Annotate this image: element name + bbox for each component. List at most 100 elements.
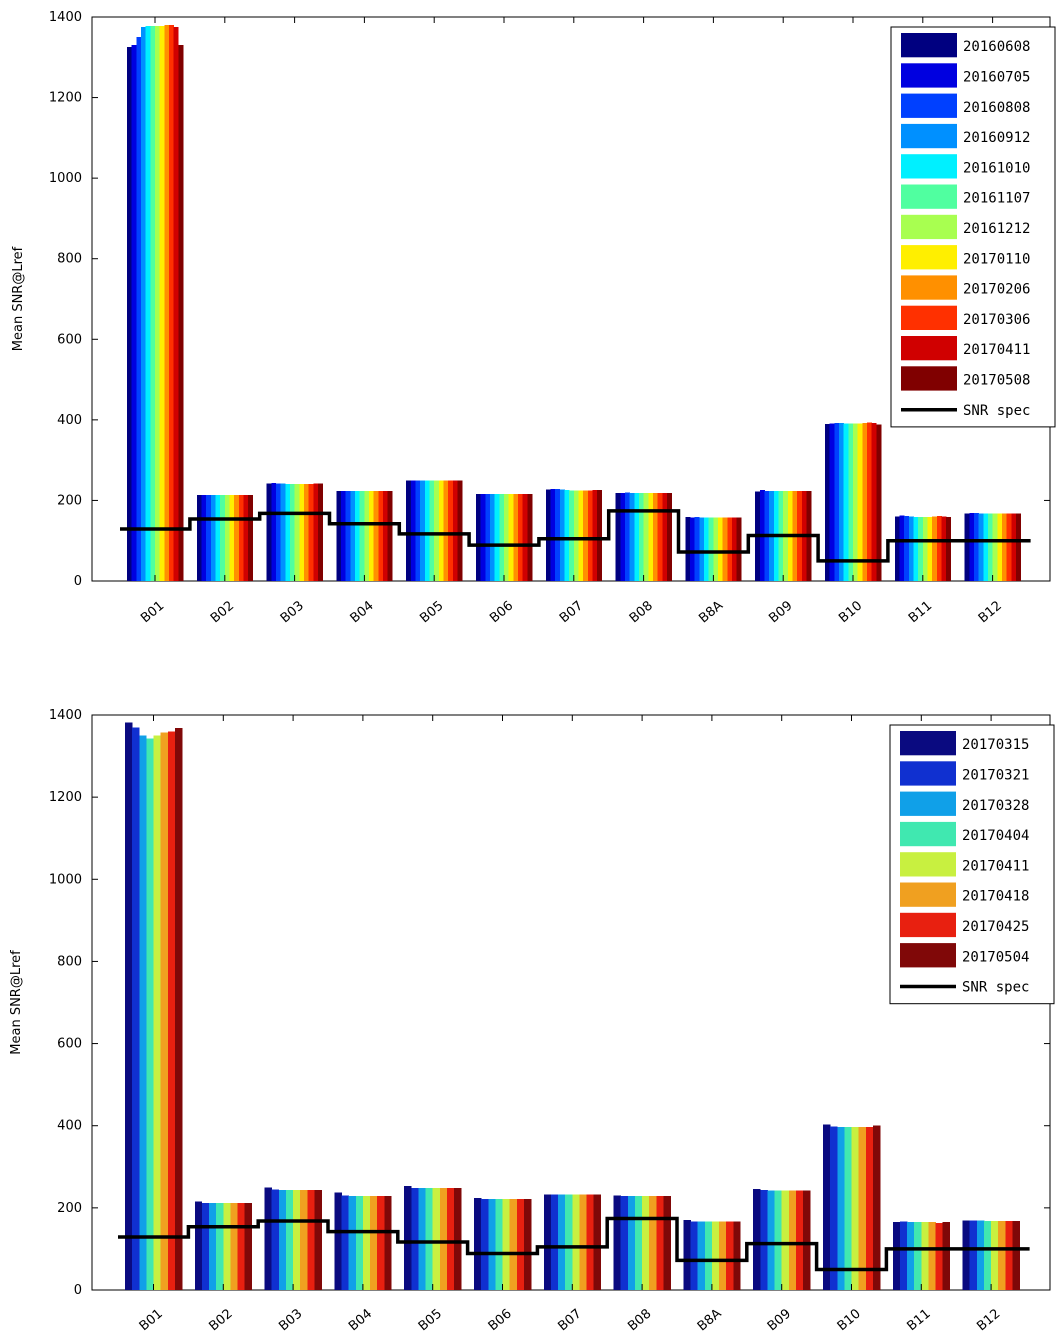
bar (620, 1195, 629, 1290)
bar (234, 495, 240, 581)
bar (294, 483, 300, 581)
legend-label: SNR spec (963, 403, 1030, 419)
legend-label: 20170206 (963, 282, 1030, 298)
bar-group-b07 (545, 489, 603, 581)
x-tick-label: B05 (417, 598, 446, 626)
bar (907, 1221, 915, 1290)
bar (941, 516, 947, 581)
bar (690, 517, 696, 581)
bar (858, 1126, 867, 1290)
bar (634, 492, 640, 581)
x-tick-label: B12 (976, 598, 1005, 626)
bar (998, 1221, 1006, 1290)
bar (823, 1124, 831, 1290)
bar (350, 491, 356, 581)
bar (454, 1188, 462, 1290)
bar (220, 495, 226, 581)
bar (289, 483, 295, 581)
bar (499, 493, 505, 581)
bar (238, 495, 244, 581)
bar (280, 483, 286, 581)
legend-swatch (901, 33, 957, 58)
bar (760, 1190, 768, 1290)
bar (480, 493, 486, 581)
bar (1012, 1221, 1020, 1290)
bar (708, 517, 714, 581)
bar (997, 513, 1003, 581)
bar (704, 1221, 713, 1290)
bar-group-b12 (964, 512, 1021, 581)
bar (642, 1195, 650, 1290)
bar (638, 492, 644, 581)
legend-label: 20170328 (962, 798, 1029, 814)
bar (359, 491, 365, 581)
bar-group-b06 (474, 1198, 532, 1290)
legend-swatch (900, 821, 956, 847)
y-tick-label: 400 (57, 1119, 82, 1134)
bar (579, 1194, 587, 1290)
legend-swatch (901, 184, 957, 209)
bar (865, 1126, 874, 1290)
bar (404, 1186, 412, 1290)
bar (439, 1188, 448, 1290)
bar (969, 512, 975, 581)
bar (362, 1195, 371, 1290)
legend-label: 20170504 (962, 949, 1029, 965)
legend-label: 20170508 (963, 372, 1030, 388)
bar (494, 493, 500, 581)
bar (704, 517, 710, 581)
bar (648, 492, 654, 581)
bar (299, 483, 305, 581)
bar-group-b08 (615, 492, 672, 581)
bar (555, 489, 561, 581)
bar (774, 1190, 782, 1290)
bar (145, 25, 151, 582)
legend-label: 20170411 (962, 858, 1029, 874)
bar-group-b11 (894, 515, 952, 581)
legend-label: 20170321 (962, 767, 1029, 783)
chart-2: 0 200 400 600 800 1000 1200 1400 Mean SNR@Lref B0… (9, 708, 1055, 1334)
bar (892, 1221, 901, 1290)
bar (839, 423, 844, 581)
y-tick-label: 800 (57, 954, 82, 969)
legend-swatch (901, 63, 957, 88)
bar (558, 1194, 566, 1290)
bar (922, 516, 928, 581)
bar (485, 493, 491, 581)
bar (271, 483, 277, 581)
legend-label: 20160912 (963, 130, 1030, 146)
bar-group-b04 (336, 490, 393, 581)
bar (275, 483, 281, 581)
bar (593, 1194, 602, 1290)
legend-label: 20161010 (963, 160, 1030, 176)
bar (155, 25, 160, 582)
bar (753, 1188, 761, 1290)
bar (516, 1199, 525, 1290)
bar (848, 423, 854, 581)
bar (663, 1195, 671, 1290)
bar-group-b01 (125, 722, 183, 1290)
bar (899, 515, 905, 581)
bar (550, 489, 556, 581)
bar (711, 1221, 720, 1290)
x-tick-label: B05 (416, 1306, 445, 1334)
legend-label: 20160705 (963, 69, 1030, 85)
bar (139, 735, 147, 1290)
y-tick-label: 600 (57, 1037, 82, 1052)
legend-swatch (900, 761, 956, 786)
bar (406, 480, 412, 581)
bar (876, 424, 882, 581)
bar (629, 492, 635, 581)
bar (285, 1190, 294, 1290)
bar-group-b09 (753, 1188, 811, 1290)
bar (624, 492, 630, 581)
bar (178, 45, 184, 581)
bar (573, 490, 579, 581)
bar (418, 1188, 426, 1290)
bar (150, 25, 156, 582)
bar-group-b03 (264, 1187, 322, 1290)
y-tick-label: 0 (74, 574, 82, 589)
bar (733, 1221, 741, 1290)
legend-swatch (901, 305, 957, 330)
